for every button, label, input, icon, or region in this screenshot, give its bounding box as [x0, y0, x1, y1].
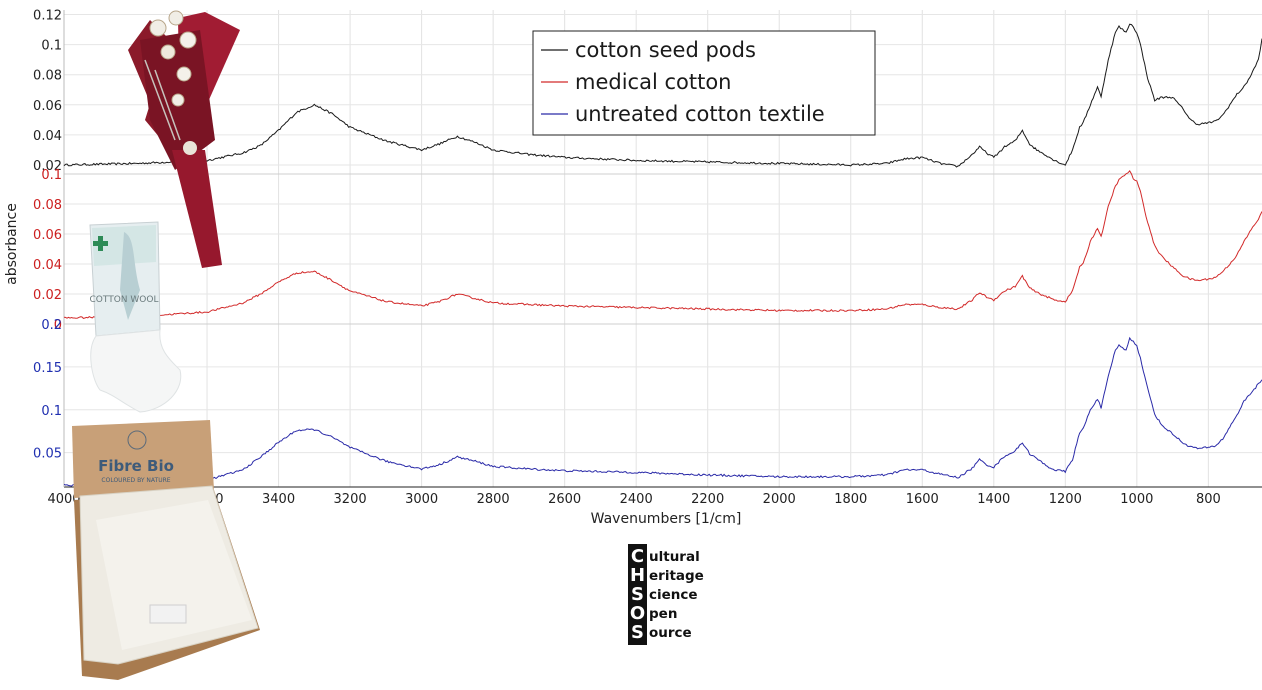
- y-tick-label: 0: [54, 318, 62, 333]
- y-tick-label: 0.1: [41, 168, 62, 183]
- fibre-bio-tagline: COLOURED BY NATURE: [101, 477, 170, 484]
- x-axis-title: Wavenumbers [1/cm]: [591, 511, 742, 527]
- series-layer: [63, 23, 1262, 487]
- x-tick-label: 1800: [834, 492, 867, 507]
- x-tick-labels: 4000360034003200300028002600240022002000…: [47, 492, 1220, 507]
- legend-label-medical-cotton: medical cotton: [575, 70, 732, 94]
- x-tick-label: 800: [1196, 492, 1221, 507]
- x-tick-label: 3000: [405, 492, 438, 507]
- y-tick-label: 0.02: [33, 159, 62, 174]
- y-tick-label: 0.06: [33, 228, 62, 243]
- cotton-wool-pack-label: COTTON WOOL: [90, 295, 159, 305]
- x-tick-label: 1400: [977, 492, 1010, 507]
- y-tick-labels: 0.02 0.04 0.06 0.08 0.1 0.12 0 0.02 0.04 0.06 0.08…: [33, 9, 62, 462]
- legend: cotton seed pods medical cotton untreate…: [532, 30, 876, 136]
- legend-label-untreated-cotton-textile: untreated cotton textile: [575, 102, 825, 126]
- x-tick-label: 2200: [691, 492, 724, 507]
- y-axis-title: absorbance: [4, 203, 20, 285]
- x-tick-label: 2400: [620, 492, 653, 507]
- y-tick-label: 0.05: [33, 447, 62, 462]
- fibre-bio-swatch-icon: Fibre Bio COLOURED BY NATURE: [72, 420, 260, 680]
- y-tick-label: 0.15: [33, 361, 62, 376]
- series-line-untreated-cotton-textile: [63, 336, 1262, 487]
- y-tick-label: 0.04: [33, 258, 62, 273]
- y-tick-label: 0.04: [33, 129, 62, 144]
- x-tick-label: 1000: [1120, 492, 1153, 507]
- y-tick-label: 0.1: [41, 404, 62, 419]
- y-tick-label: 0.08: [33, 69, 62, 84]
- logo-word: ource: [649, 625, 692, 641]
- logo-letter: S: [631, 622, 644, 643]
- x-tick-label: 1200: [1049, 492, 1082, 507]
- x-tick-label: 2600: [548, 492, 581, 507]
- legend-label-cotton-seed-pods: cotton seed pods: [575, 38, 756, 62]
- logo-letter: C: [631, 546, 644, 567]
- y-tick-label: 0.1: [41, 39, 62, 54]
- fibre-bio-brand: Fibre Bio: [98, 457, 174, 475]
- plot-frame: [63, 10, 1262, 488]
- cotton-wool-pack-icon: COTTON WOOL: [89, 221, 182, 413]
- logo-word: ultural: [649, 549, 700, 565]
- logo-letter: S: [631, 584, 644, 605]
- y-tick-label: 0.08: [33, 198, 62, 213]
- y-tick-label: 0.2: [41, 318, 62, 333]
- series-line-medical-cotton: [63, 170, 1262, 319]
- x-tick-label: 4000: [47, 492, 80, 507]
- logo-word: pen: [649, 606, 677, 622]
- x-tick-label: 2800: [477, 492, 510, 507]
- y-tick-label: 0.02: [33, 288, 62, 303]
- legend-box: [532, 30, 876, 136]
- x-tick-label: 3200: [334, 492, 367, 507]
- x-tick-label: 2000: [763, 492, 796, 507]
- logo-letter: O: [630, 603, 645, 624]
- y-tick-label: 0.06: [33, 99, 62, 114]
- logo-word: eritage: [649, 568, 704, 584]
- x-tick-label: 1600: [906, 492, 939, 507]
- series-line-cotton-seed-pods: [63, 23, 1262, 168]
- y-tick-label: 0.12: [33, 9, 62, 24]
- cotton-pods-bouquet-icon: [128, 10, 240, 268]
- logo-word: cience: [649, 587, 698, 603]
- logo-letter: H: [630, 565, 645, 586]
- logo-letter-block: [628, 544, 647, 645]
- x-tick-label: 3400: [262, 492, 295, 507]
